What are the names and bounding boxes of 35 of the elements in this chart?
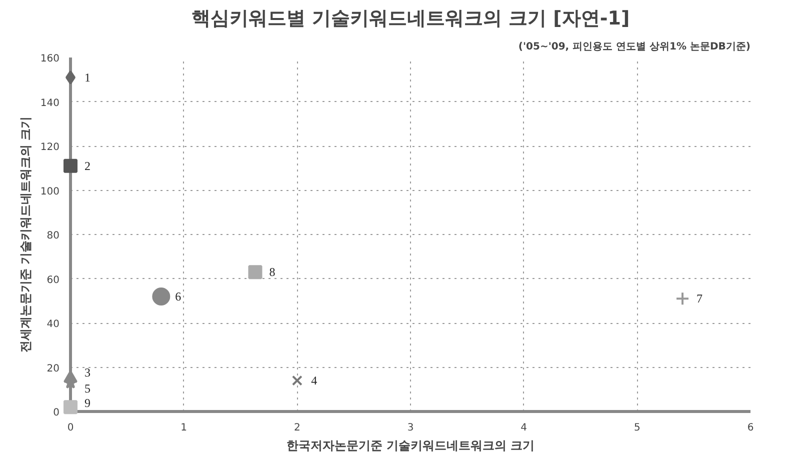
chart-title: 핵심키워드별 기술키워드네트워크의 크기 [자연-1]: [191, 8, 630, 30]
point: [292, 375, 302, 386]
x-tick-label: 6: [747, 422, 754, 434]
series-label: 4: [311, 374, 318, 388]
y-tick-label: 140: [40, 98, 60, 109]
x-tick-label: 3: [407, 422, 414, 434]
y-tick-label: 100: [40, 186, 60, 198]
y-tick-label: 80: [46, 230, 60, 242]
x-tick-label: 2: [294, 422, 300, 434]
x-tick-label: 1: [180, 422, 188, 434]
y-axis-title: 전세계논문기준 기술키워드네트워크의 크기: [18, 116, 32, 353]
x-axis-title: 한국저자논문기준 기술키워드네트워크의 크기: [286, 438, 535, 452]
x-tick-label: 5: [634, 422, 640, 434]
y-tick-label: 20: [46, 363, 60, 374]
series-label: 8: [269, 265, 276, 280]
x-tick-label: 0: [67, 422, 74, 434]
series-label: 3: [84, 365, 90, 380]
point: [152, 287, 170, 306]
series-label: 9: [84, 396, 90, 410]
point: [676, 292, 690, 306]
point: [64, 400, 78, 414]
series-label: 1: [84, 70, 90, 84]
series-label: 5: [84, 382, 90, 396]
x-tick-label: 4: [520, 422, 528, 434]
chart-subtitle: ('05~'09, 피인용도 연도별 상위1% 논문DB기준): [518, 42, 751, 52]
y-tick-label: 120: [40, 142, 60, 153]
series-label: 2: [84, 158, 90, 173]
series-label: 6: [175, 289, 182, 304]
point: [248, 265, 262, 280]
y-tick-label: 0: [53, 408, 60, 418]
y-tick-label: 160: [40, 54, 60, 64]
series-label: 7: [696, 292, 702, 306]
point: [64, 158, 78, 173]
y-tick-label: 40: [46, 319, 60, 330]
y-tick-label: 60: [46, 274, 60, 286]
